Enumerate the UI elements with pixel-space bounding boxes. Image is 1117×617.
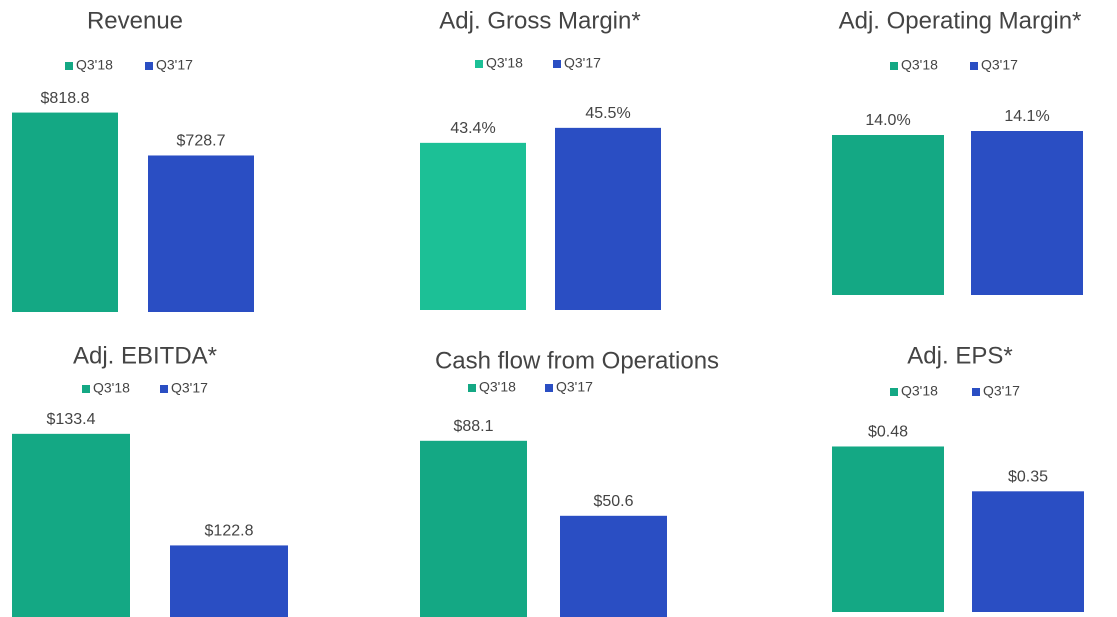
bar — [832, 135, 944, 295]
chart-title: Adj. EBITDA* — [73, 342, 217, 369]
legend-swatch — [468, 384, 476, 392]
bar — [148, 155, 254, 312]
value-label: 14.1% — [1004, 108, 1049, 125]
legend-swatch — [970, 62, 978, 70]
chart-panel: Revenue Q3'18 $818.8 Q3'17 $728.7 — [12, 7, 254, 312]
legend-label: Q3'18 — [901, 57, 938, 73]
bar — [170, 545, 288, 617]
chart-title: Revenue — [87, 7, 183, 34]
value-label: $728.7 — [177, 133, 226, 150]
value-label: $0.35 — [1008, 469, 1048, 486]
legend-swatch — [65, 62, 73, 70]
chart-panel: Adj. Gross Margin* Q3'18 43.4% Q3'17 45.5% — [420, 7, 661, 310]
legend-swatch — [545, 384, 553, 392]
value-label: 43.4% — [450, 120, 495, 137]
chart-title: Cash flow from Operations — [435, 347, 719, 374]
legend-label: Q3'17 — [983, 383, 1020, 399]
legend-label: Q3'18 — [901, 383, 938, 399]
value-label: $88.1 — [453, 418, 493, 435]
legend-label: Q3'17 — [171, 380, 208, 396]
legend-label: Q3'18 — [486, 55, 523, 71]
bar — [560, 515, 667, 617]
bar — [420, 440, 527, 617]
value-label: 45.5% — [585, 105, 630, 122]
legend-swatch — [553, 60, 561, 68]
bar — [555, 127, 661, 310]
chart-panel: Adj. EPS* Q3'18 $0.48 Q3'17 $0.35 — [832, 342, 1084, 612]
bar — [420, 142, 526, 310]
bar — [12, 433, 130, 617]
bar — [971, 131, 1083, 295]
value-label: $122.8 — [205, 523, 254, 540]
chart-panel: Cash flow from Operations Q3'18 $88.1 Q3'17… — [420, 347, 719, 617]
value-label: $50.6 — [593, 493, 633, 510]
chart-title: Adj. Gross Margin* — [439, 7, 640, 34]
legend-swatch — [145, 62, 153, 70]
legend-label: Q3'18 — [76, 57, 113, 73]
value-label: $133.4 — [47, 411, 96, 428]
legend-swatch — [82, 385, 90, 393]
legend-swatch — [475, 60, 483, 68]
chart-title: Adj. EPS* — [907, 342, 1012, 369]
value-label: $818.8 — [41, 90, 90, 107]
legend-label: Q3'17 — [981, 57, 1018, 73]
legend-label: Q3'17 — [564, 55, 601, 71]
legend-swatch — [972, 388, 980, 396]
legend-swatch — [160, 385, 168, 393]
legend-label: Q3'17 — [556, 379, 593, 395]
chart-panel: Adj. EBITDA* Q3'18 $133.4 Q3'17 $122.8 — [12, 342, 288, 617]
value-label: $0.48 — [868, 424, 908, 441]
bar — [12, 112, 118, 312]
chart-panel: Adj. Operating Margin* Q3'18 14.0% Q3'17 14.… — [832, 7, 1083, 295]
value-label: 14.0% — [865, 112, 910, 129]
legend-label: Q3'18 — [93, 380, 130, 396]
chart-title: Adj. Operating Margin* — [839, 7, 1082, 34]
bar — [972, 491, 1084, 612]
legend-swatch — [890, 388, 898, 396]
legend-label: Q3'18 — [479, 379, 516, 395]
legend-swatch — [890, 62, 898, 70]
legend-label: Q3'17 — [156, 57, 193, 73]
bar — [832, 446, 944, 612]
